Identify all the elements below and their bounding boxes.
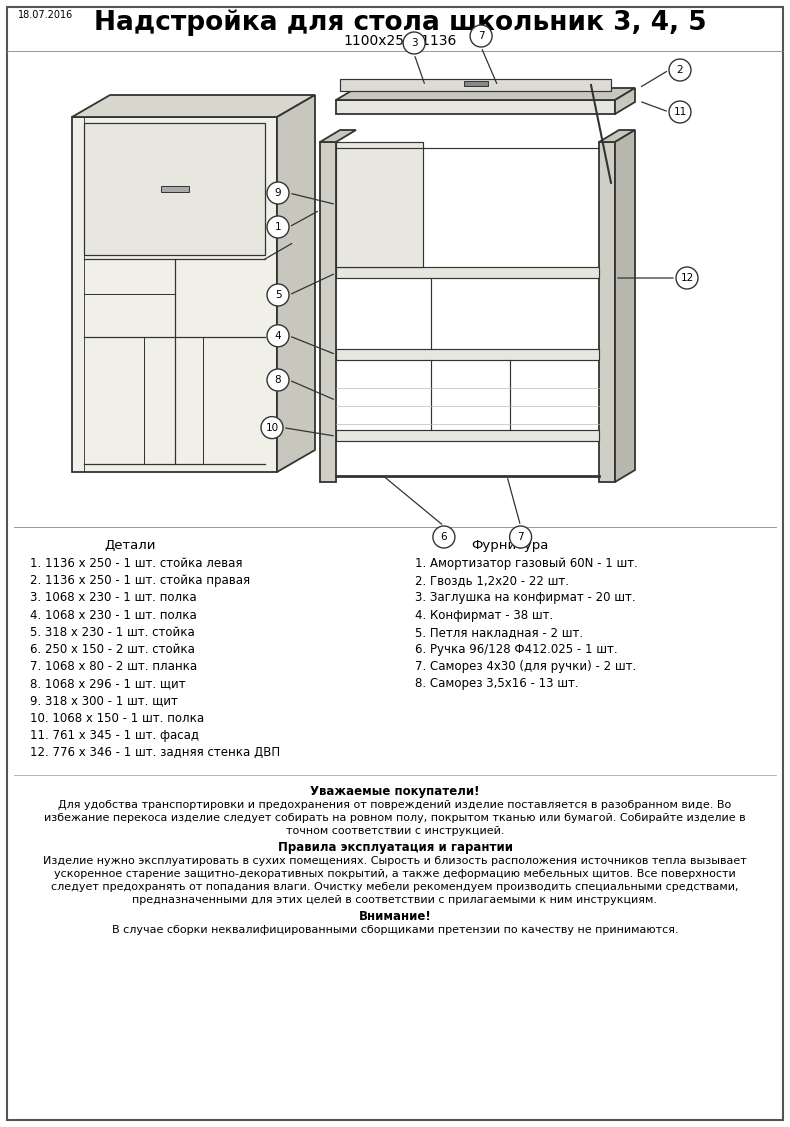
Bar (84, 123, 265, 255)
Text: 5: 5 (275, 290, 281, 300)
Text: Изделие нужно эксплуатировать в сухих помещениях. Сырость и близость расположени: Изделие нужно эксплуатировать в сухих по… (43, 857, 747, 867)
Text: Для удобства транспортировки и предохранения от повреждений изделие поставляется: Для удобства транспортировки и предохран… (58, 800, 732, 810)
Text: 9: 9 (275, 188, 281, 198)
Text: 7: 7 (517, 532, 524, 542)
Polygon shape (599, 130, 635, 142)
Text: Правила эксплуатация и гарантии: Правила эксплуатация и гарантии (277, 842, 513, 854)
Text: 5. Петля накладная - 2 шт.: 5. Петля накладная - 2 шт. (415, 625, 583, 639)
Text: Фурнитура: Фурнитура (472, 539, 549, 552)
Circle shape (433, 526, 455, 548)
Text: 9. 318 х 300 - 1 шт. щит: 9. 318 х 300 - 1 шт. щит (30, 694, 178, 708)
Circle shape (267, 216, 289, 238)
Circle shape (267, 325, 289, 347)
Circle shape (669, 101, 691, 123)
Bar (336, 100, 615, 114)
Text: 18.07.2016: 18.07.2016 (18, 10, 73, 20)
Text: 8. 1068 х 296 - 1 шт. щит: 8. 1068 х 296 - 1 шт. щит (30, 677, 186, 691)
Polygon shape (320, 142, 336, 482)
Text: Внимание!: Внимание! (359, 911, 431, 923)
Text: избежание перекоса изделие следует собирать на ровном полу, покрытом тканью или : избежание перекоса изделие следует собир… (44, 814, 746, 824)
Text: Надстройка для стола школьник 3, 4, 5: Надстройка для стола школьник 3, 4, 5 (94, 9, 706, 35)
Text: следует предохранять от попадания влаги. Очистку мебели рекомендуем производить : следует предохранять от попадания влаги.… (51, 882, 739, 893)
Text: 1. Амортизатор газовый 60N - 1 шт.: 1. Амортизатор газовый 60N - 1 шт. (415, 557, 638, 570)
Text: 10: 10 (265, 423, 279, 433)
Text: 2: 2 (677, 65, 683, 76)
Circle shape (676, 267, 698, 289)
Circle shape (267, 284, 289, 307)
Circle shape (267, 181, 289, 204)
Text: 2. Гвоздь 1,2х20 - 22 шт.: 2. Гвоздь 1,2х20 - 22 шт. (415, 574, 569, 587)
Text: Детали: Детали (104, 539, 156, 552)
Text: 8: 8 (275, 375, 281, 385)
Circle shape (470, 25, 492, 47)
Bar (336, 267, 599, 278)
Text: 1100x250x1136: 1100x250x1136 (344, 34, 457, 48)
Bar (336, 142, 423, 267)
Text: 7: 7 (478, 32, 484, 41)
Bar (336, 348, 599, 360)
Text: В случае сборки неквалифицированными сборщиками претензии по качеству не принима: В случае сборки неквалифицированными сбо… (111, 925, 679, 935)
Bar (464, 81, 487, 86)
Text: 11. 761 х 345 - 1 шт. фасад: 11. 761 х 345 - 1 шт. фасад (30, 729, 199, 742)
Text: 12. 776 х 346 - 1 шт. задняя стенка ДВП: 12. 776 х 346 - 1 шт. задняя стенка ДВП (30, 746, 280, 760)
Bar (160, 186, 189, 192)
Text: 4. Конфирмат - 38 шт.: 4. Конфирмат - 38 шт. (415, 609, 553, 622)
Polygon shape (277, 95, 315, 472)
Circle shape (403, 32, 425, 54)
Polygon shape (320, 130, 356, 142)
Polygon shape (336, 88, 635, 100)
Circle shape (261, 417, 283, 438)
Polygon shape (599, 142, 615, 482)
Text: 3. Заглушка на конфирмат - 20 шт.: 3. Заглушка на конфирмат - 20 шт. (415, 592, 636, 604)
Text: 2. 1136 х 250 - 1 шт. стойка правая: 2. 1136 х 250 - 1 шт. стойка правая (30, 574, 250, 587)
Circle shape (510, 526, 532, 548)
Text: 6. Ручка 96/128 Ф412.025 - 1 шт.: 6. Ручка 96/128 Ф412.025 - 1 шт. (415, 644, 618, 656)
Text: 10. 1068 х 150 - 1 шт. полка: 10. 1068 х 150 - 1 шт. полка (30, 712, 204, 725)
Text: 7. 1068 х 80 - 2 шт. планка: 7. 1068 х 80 - 2 шт. планка (30, 660, 198, 673)
Circle shape (669, 59, 691, 81)
Text: предназначенными для этих целей в соответствии с прилагаемыми к ним инструкциям.: предназначенными для этих целей в соотве… (133, 895, 657, 905)
Circle shape (267, 369, 289, 391)
Text: 6: 6 (441, 532, 447, 542)
Text: 1: 1 (275, 222, 281, 232)
Bar (340, 79, 611, 91)
Polygon shape (615, 130, 635, 482)
Text: 11: 11 (673, 107, 687, 117)
Text: ускоренное старение защитно-декоративных покрытий, а также деформацию мебельных : ускоренное старение защитно-декоративных… (55, 869, 735, 879)
Text: 7. Саморез 4х30 (для ручки) - 2 шт.: 7. Саморез 4х30 (для ручки) - 2 шт. (415, 660, 636, 673)
Text: 3: 3 (411, 38, 417, 48)
Text: 6. 250 х 150 - 2 шт. стойка: 6. 250 х 150 - 2 шт. стойка (30, 644, 195, 656)
Text: 1. 1136 х 250 - 1 шт. стойка левая: 1. 1136 х 250 - 1 шт. стойка левая (30, 557, 243, 570)
Text: Уважаемые покупатели!: Уважаемые покупатели! (310, 786, 480, 798)
Bar (336, 431, 599, 441)
Text: точном соответствии с инструкцией.: точном соответствии с инструкцией. (286, 826, 504, 836)
Text: 5. 318 х 230 - 1 шт. стойка: 5. 318 х 230 - 1 шт. стойка (30, 625, 195, 639)
Polygon shape (72, 117, 277, 472)
Polygon shape (72, 95, 315, 117)
Text: 4: 4 (275, 331, 281, 340)
Text: 8. Саморез 3,5х16 - 13 шт.: 8. Саморез 3,5х16 - 13 шт. (415, 677, 578, 691)
Polygon shape (615, 88, 635, 114)
Text: 12: 12 (680, 273, 694, 283)
Text: 3. 1068 х 230 - 1 шт. полка: 3. 1068 х 230 - 1 шт. полка (30, 592, 197, 604)
Text: 4. 1068 х 230 - 1 шт. полка: 4. 1068 х 230 - 1 шт. полка (30, 609, 197, 622)
